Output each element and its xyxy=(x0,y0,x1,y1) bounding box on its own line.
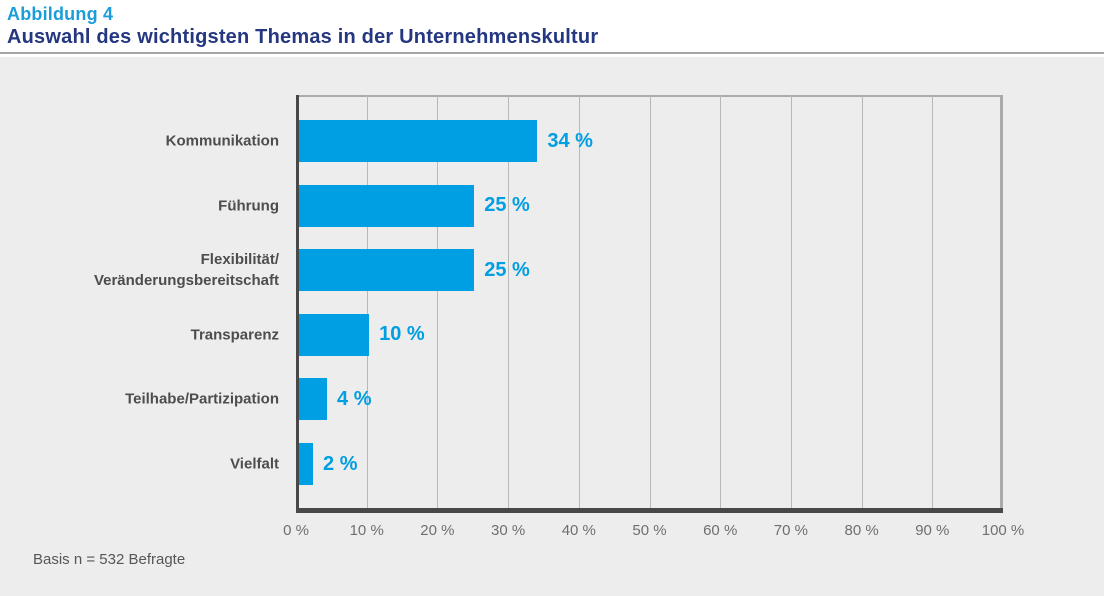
bar-row: Teilhabe/Partizipation 4 % xyxy=(125,378,1000,421)
gridline-50 xyxy=(649,95,651,513)
bar-rows: Kommunikation 34 % Führung 25 % Flexibilität… xyxy=(94,95,1000,513)
bar-row: Transparenz 10 % xyxy=(191,313,1000,356)
plot-area: Kommunikation 34 % Führung 25 % Flexibilität… xyxy=(94,95,1024,539)
gridline-70 xyxy=(790,95,792,513)
gridline-40 xyxy=(578,95,580,513)
category-label: Kommunikation xyxy=(165,132,279,150)
bar-row: Führung 25 % xyxy=(218,184,1000,227)
category-label: Teilhabe/Partizipation xyxy=(125,390,279,408)
gridline-30 xyxy=(508,95,510,513)
x-tick-label: 70 % xyxy=(773,522,808,539)
figure-title: Auswahl des wichtigsten Themas in der Un… xyxy=(7,26,599,48)
category-label: Transparenz xyxy=(190,326,279,344)
value-label: 25 % xyxy=(484,194,530,217)
gridline-90 xyxy=(932,95,934,513)
bar-row: Kommunikation 34 % xyxy=(166,120,1000,162)
gridline-10 xyxy=(366,95,368,513)
title-divider xyxy=(0,52,1104,54)
y-axis-line xyxy=(296,95,299,513)
category-label: Vielfalt xyxy=(230,455,279,473)
bar xyxy=(299,378,328,421)
x-tick-label: 50 % xyxy=(632,522,667,539)
value-label: 34 % xyxy=(547,129,593,152)
x-tick-label: 40 % xyxy=(561,522,596,539)
bar-row: Vielfalt 2 % xyxy=(230,443,1000,485)
x-tick-label: 60 % xyxy=(703,522,738,539)
category-label: Flexibilität/ Veränderungsbereitschaft xyxy=(93,251,279,290)
gridline-80 xyxy=(861,95,863,513)
value-label: 2 % xyxy=(323,452,358,475)
x-tick-label: 20 % xyxy=(420,522,455,539)
bar xyxy=(299,184,475,227)
category-label: Führung xyxy=(218,197,279,215)
basis-note: Basis n = 532 Befragte xyxy=(33,551,186,568)
x-tick-label: 0 % xyxy=(283,522,309,539)
bar xyxy=(299,313,370,356)
x-tick-label: 30 % xyxy=(490,522,526,539)
x-tick-label: 90 % xyxy=(915,522,950,539)
x-tick-label: 80 % xyxy=(844,522,879,539)
plot-border-right xyxy=(1000,95,1003,513)
gridline-60 xyxy=(720,95,722,513)
figure-kicker: Abbildung 4 xyxy=(7,4,114,24)
gridline-20 xyxy=(437,95,439,513)
bar-row: Flexibilität/ Veränderungsbereitschaft 25… xyxy=(94,249,1000,292)
x-axis-line xyxy=(296,508,1003,513)
bar xyxy=(299,249,475,292)
bar xyxy=(299,443,314,485)
chart-panel: Kommunikation 34 % Führung 25 % Flexibilität… xyxy=(0,57,1104,596)
value-label: 4 % xyxy=(337,387,372,410)
x-tick-label: 10 % xyxy=(349,522,384,539)
value-label: 25 % xyxy=(484,258,530,281)
value-label: 10 % xyxy=(379,323,425,346)
bar xyxy=(299,120,538,162)
x-tick-labels: 0 % 10 % 20 % 30 % 40 % 50 % 60 % 70 % 80 % 90 % 1… xyxy=(283,522,1024,542)
x-tick-label: 100 % xyxy=(981,522,1025,539)
